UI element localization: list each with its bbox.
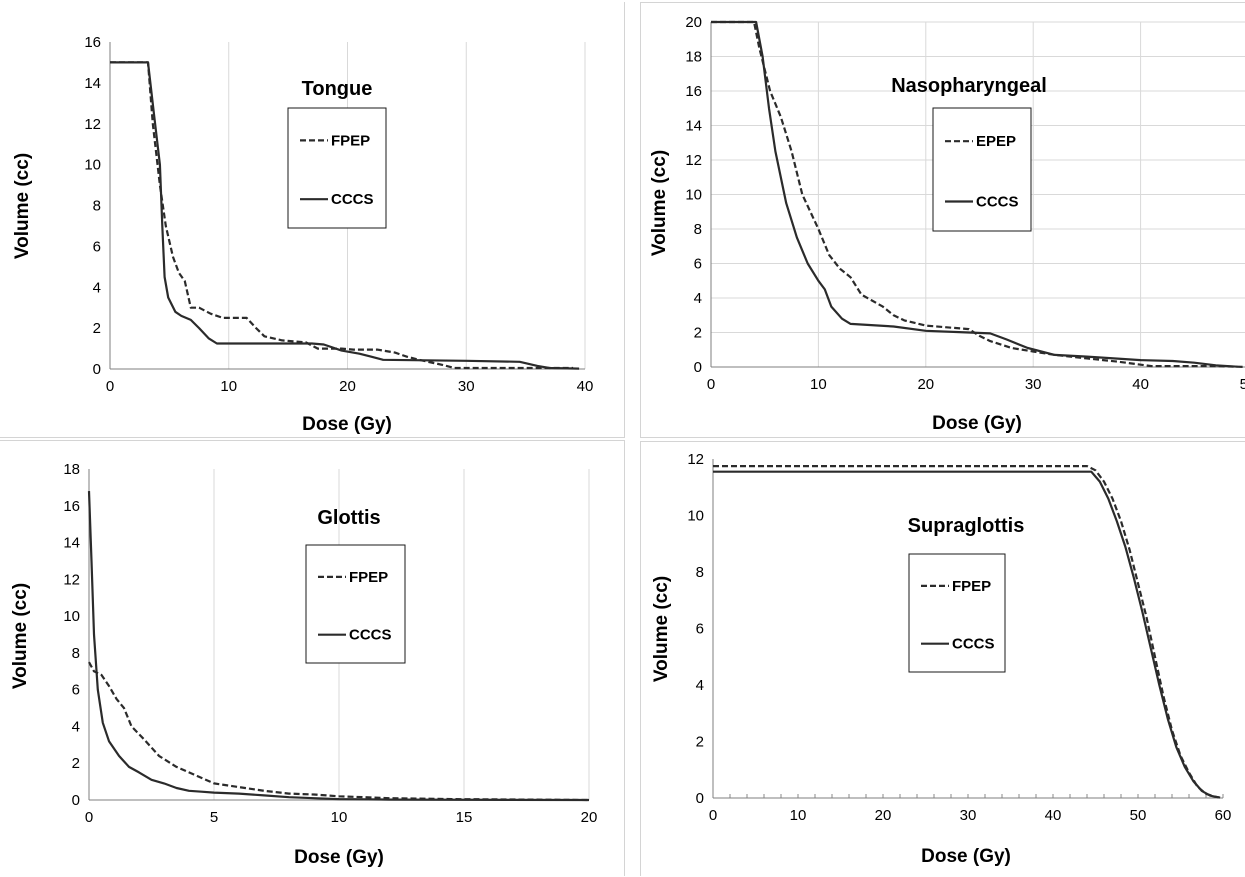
y-tick-label: 16 xyxy=(63,498,80,515)
y-tick-label: 8 xyxy=(694,221,702,238)
legend-label-cccs: CCCS xyxy=(331,191,374,208)
y-tick-label: 10 xyxy=(84,157,101,174)
series-line-cccs xyxy=(711,20,1238,368)
chart-title: Glottis xyxy=(317,507,380,529)
x-tick-label: 40 xyxy=(1132,376,1149,393)
y-axis-label: Volume (cc) xyxy=(12,153,33,259)
y-tick-label: 20 xyxy=(685,14,702,31)
legend-label-cccs: CCCS xyxy=(976,193,1019,210)
y-tick-label: 4 xyxy=(72,718,80,735)
series-line-epep xyxy=(711,20,1245,369)
y-tick-label: 0 xyxy=(696,790,704,807)
y-tick-label: 0 xyxy=(93,361,101,378)
series-line-fpep xyxy=(110,61,574,370)
legend-box xyxy=(908,553,1006,673)
chart-title: Supraglottis xyxy=(908,515,1025,537)
x-tick-label: 15 xyxy=(456,809,473,826)
x-axis-label: Dose (Gy) xyxy=(932,413,1022,434)
x-tick-label: 10 xyxy=(220,378,237,395)
y-tick-label: 18 xyxy=(63,461,80,478)
x-tick-label: 0 xyxy=(709,807,717,824)
y-tick-label: 4 xyxy=(694,290,702,307)
chart-panel-supraglottis: 0 10 20 30 40 50 60 0 2 4 6 8 10 12 Dose (Gy) Volume (c… xyxy=(640,441,1245,876)
y-tick-label: 6 xyxy=(696,621,704,638)
legend-label-epep: EPEP xyxy=(976,133,1016,150)
x-tick-label: 20 xyxy=(339,378,356,395)
y-tick-label: 10 xyxy=(687,508,704,525)
y-tick-label: 4 xyxy=(696,677,704,694)
y-tick-label: 16 xyxy=(84,34,101,51)
legend-label-fpep: FPEP xyxy=(331,132,370,149)
chart-tongue: 0 10 20 30 40 0 2 4 6 8 10 12 14 16 Dose (Gy) Volume (c… xyxy=(12,34,594,435)
legend-label-cccs: CCCS xyxy=(952,636,995,653)
chart-panel-nasopharyngeal: 0 10 20 30 40 50 0 2 4 6 8 10 12 14 16 18 20 Dose (Gy) Vol… xyxy=(640,2,1245,438)
x-tick-label: 50 xyxy=(1130,807,1147,824)
y-tick-label: 12 xyxy=(687,451,704,468)
series-line-cccs xyxy=(87,491,590,802)
x-tick-label: 5 xyxy=(210,809,218,826)
y-tick-label: 10 xyxy=(63,608,80,625)
x-tick-label: 30 xyxy=(458,378,475,395)
y-tick-label: 6 xyxy=(93,238,101,255)
x-tick-label: 30 xyxy=(960,807,977,824)
x-tick-label: 0 xyxy=(85,809,93,826)
x-tick-label: 40 xyxy=(1045,807,1062,824)
y-tick-label: 0 xyxy=(694,359,702,376)
x-tick-label: 50 xyxy=(1240,376,1245,393)
y-tick-label: 2 xyxy=(72,755,80,772)
y-tick-label: 6 xyxy=(694,256,702,273)
y-tick-label: 18 xyxy=(685,49,702,66)
x-tick-label: 10 xyxy=(790,807,807,824)
chart-supraglottis: 0 10 20 30 40 50 60 0 2 4 6 8 10 12 Dose (Gy) Volume (c… xyxy=(651,451,1232,867)
x-axis-label: Dose (Gy) xyxy=(302,414,392,435)
y-tick-label: 10 xyxy=(685,187,702,204)
x-tick-label: 60 xyxy=(1215,807,1232,824)
chart-glottis: 0 5 10 15 20 0 2 4 6 8 10 12 14 16 18 Dose (Gy) Volume (… xyxy=(10,461,598,868)
chart-nasopharyngeal: 0 10 20 30 40 50 0 2 4 6 8 10 12 14 16 18 20 Dose (Gy) Vol… xyxy=(649,14,1245,434)
y-tick-label: 2 xyxy=(694,325,702,342)
x-tick-label: 20 xyxy=(917,376,934,393)
legend-box xyxy=(932,107,1032,232)
y-tick-label: 6 xyxy=(72,682,80,699)
y-tick-label: 12 xyxy=(685,152,702,169)
x-tick-label: 40 xyxy=(577,378,594,395)
y-tick-label: 0 xyxy=(72,792,80,809)
y-tick-label: 8 xyxy=(93,198,101,215)
chart-title: Tongue xyxy=(302,78,373,100)
x-tick-label: 20 xyxy=(875,807,892,824)
chart-panel-glottis: 0 5 10 15 20 0 2 4 6 8 10 12 14 16 18 Dose (Gy) Volume (… xyxy=(0,440,625,876)
x-axis-label: Dose (Gy) xyxy=(294,847,384,868)
legend-box xyxy=(305,544,406,664)
legend-box xyxy=(287,107,387,229)
chart-panel-tongue: 0 10 20 30 40 0 2 4 6 8 10 12 14 16 Dose (Gy) Volume (c… xyxy=(0,2,625,438)
y-axis-label: Volume (cc) xyxy=(10,583,31,689)
y-tick-label: 2 xyxy=(93,320,101,337)
legend-label-fpep: FPEP xyxy=(349,569,388,586)
x-tick-label: 0 xyxy=(106,378,114,395)
x-tick-label: 10 xyxy=(810,376,827,393)
x-tick-label: 0 xyxy=(707,376,715,393)
y-tick-label: 14 xyxy=(63,535,80,552)
legend-label-fpep: FPEP xyxy=(952,578,991,595)
legend-label-cccs: CCCS xyxy=(349,627,392,644)
y-tick-label: 12 xyxy=(84,116,101,133)
x-tick-label: 20 xyxy=(581,809,598,826)
y-tick-label: 12 xyxy=(63,571,80,588)
x-tick-label: 30 xyxy=(1025,376,1042,393)
y-tick-label: 16 xyxy=(685,83,702,100)
x-axis-label: Dose (Gy) xyxy=(921,846,1011,867)
y-tick-label: 2 xyxy=(696,734,704,751)
x-tick-label: 10 xyxy=(331,809,348,826)
series-line-cccs xyxy=(110,61,580,370)
series-line-cccs xyxy=(713,470,1220,799)
y-tick-label: 14 xyxy=(84,75,101,92)
y-tick-label: 4 xyxy=(93,279,101,296)
y-tick-label: 14 xyxy=(685,118,702,135)
chart-title: Nasopharyngeal xyxy=(891,75,1047,97)
y-tick-label: 8 xyxy=(696,564,704,581)
y-axis-label: Volume (cc) xyxy=(649,150,670,256)
y-tick-label: 8 xyxy=(72,645,80,662)
y-axis-label: Volume (cc) xyxy=(651,576,672,682)
series-line-fpep xyxy=(88,661,590,802)
